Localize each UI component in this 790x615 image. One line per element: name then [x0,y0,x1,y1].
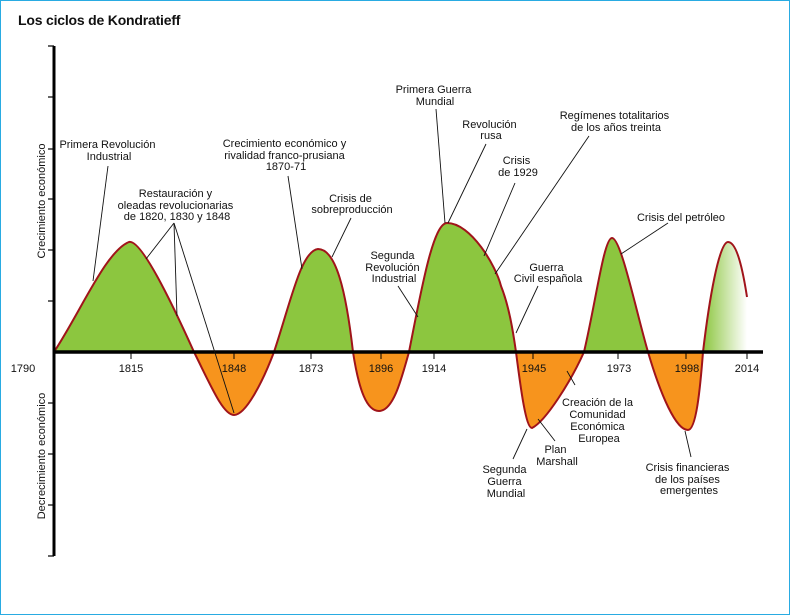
year-label: 1945 [522,363,546,375]
y-axis-label-growth: Crecimiento económico [36,144,48,259]
annotation-crisis-financieras: Crisis financieras de los países emergen… [646,462,733,497]
annotation-crisis-1929: Crisis de 1929 [498,155,538,179]
year-label: 2014 [735,363,759,375]
year-label: 1896 [369,363,393,375]
year-label: 1914 [422,363,446,375]
growth-lobe-5 [703,242,747,352]
y-axis-label-decline: Decrecimiento económico [36,393,48,520]
decline-lobe-4 [648,352,703,430]
annotation-guerra-civil: Guerra Civil española [514,262,583,285]
annotation-segunda-revolucion: Segunda Revolución Industrial [365,250,422,285]
annotation-cee: Creación de la Comunidad Económica Europ… [562,397,636,445]
year-label: 1815 [119,363,143,375]
annotation-sobreproduccion: Crisis de sobreproducción [311,193,392,216]
decline-lobe-2 [353,352,409,411]
decline-lobe-1 [194,352,274,415]
year-label: 1790 [11,363,35,375]
growth-areas [54,223,747,352]
growth-lobe-2 [274,249,353,352]
annotation-primera-revolucion: Primera Revolución Industrial [59,139,158,163]
growth-lobe-3 [409,223,516,352]
annotation-segunda-guerra: Segunda Guerra Mundial [482,464,529,500]
year-label: 1973 [607,363,631,375]
annotation-restauracion: Restauración y oleadas revolucionarias d… [118,188,237,223]
annotation-petroleo: Crisis del petróleo [637,212,725,224]
growth-lobe-4 [584,238,648,352]
annotation-primera-guerra: Primera Guerra Mundial [396,84,475,108]
y-axis: Crecimiento económico Decrecimiento econ… [36,45,56,557]
growth-lobe-1 [54,241,194,352]
kondratieff-curve [53,221,748,432]
x-axis: 1790 1815 1848 1873 1896 1914 1945 1973 … [11,350,763,375]
leader-lines [92,108,692,460]
year-label: 1998 [675,363,699,375]
annotation-plan-marshall: Plan Marshall [536,444,578,468]
year-label: 1873 [299,363,323,375]
year-label: 1848 [222,363,246,375]
diagram-title: Los ciclos de Kondratieff [18,12,181,28]
annotations: Primera Revolución Industrial Restauraci… [59,84,733,500]
annotation-regimenes: Regímenes totalitarios de los años trein… [560,110,673,134]
annotation-rivalidad: Crecimiento económico y rivalidad franco… [223,138,350,173]
annotation-revolucion-rusa: Revolución rusa [462,119,519,142]
